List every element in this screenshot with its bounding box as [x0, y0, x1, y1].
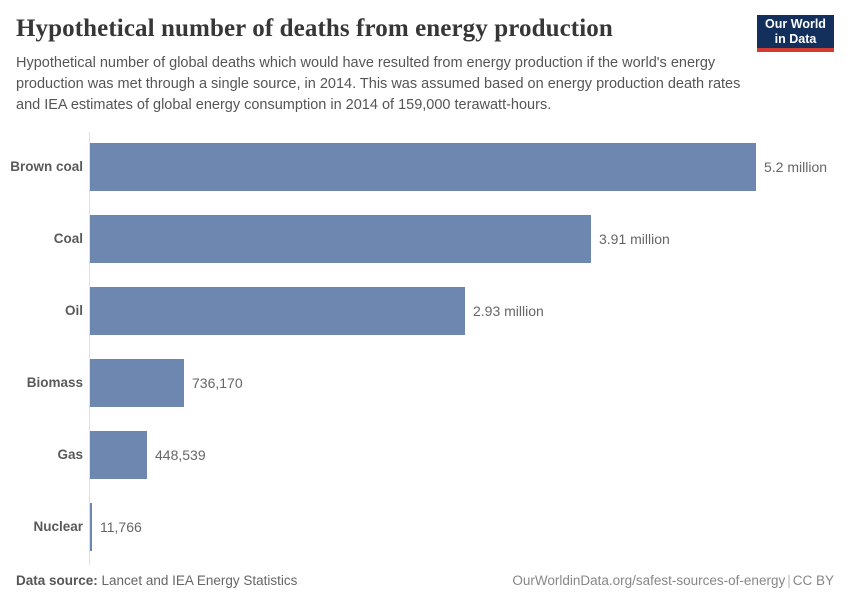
- bar-row: Coal 3.91 million: [54, 214, 834, 263]
- chart-subtitle: Hypothetical number of global deaths whi…: [16, 55, 741, 113]
- owid-logo: Our World in Data: [757, 15, 834, 52]
- footer-url-link[interactable]: OurWorldinData.org/safest-sources-of-ene…: [512, 573, 786, 588]
- bar[interactable]: [90, 142, 756, 191]
- bar[interactable]: [90, 214, 591, 263]
- plot-area: Brown coal 5.2 million Coal 3.91 million…: [10, 131, 834, 565]
- category-label: Gas: [57, 447, 83, 463]
- bar-row: Nuclear 11,766: [33, 502, 834, 551]
- bar-row: Gas 448,539: [57, 430, 834, 479]
- logo-line2: in Data: [774, 31, 817, 46]
- category-label: Nuclear: [33, 519, 83, 535]
- bar-row: Biomass 736,170: [27, 358, 834, 407]
- bar[interactable]: [90, 358, 184, 407]
- category-label: Oil: [64, 303, 83, 319]
- value-label: 2.93 million: [473, 302, 544, 319]
- bar-row: Oil 2.93 million: [65, 286, 834, 335]
- page-title: Hypothetical number of deaths from energ…: [16, 15, 613, 42]
- data-source: Data source: Lancet and IEA Energy Stati…: [16, 573, 297, 588]
- footer-right: OurWorldinData.org/safest-sources-of-ene…: [512, 573, 834, 588]
- value-label: 448,539: [155, 446, 206, 463]
- value-label: 736,170: [192, 374, 243, 391]
- footer: Data source: Lancet and IEA Energy Stati…: [16, 565, 834, 588]
- value-label: 3.91 million: [599, 230, 670, 247]
- bar[interactable]: [90, 286, 465, 335]
- data-source-value: Lancet and IEA Energy Statistics: [97, 573, 298, 588]
- logo-line1: Our World: [765, 16, 826, 31]
- bar[interactable]: [90, 430, 147, 479]
- header: Hypothetical number of deaths from energ…: [16, 10, 834, 116]
- license-label: CC BY: [792, 573, 834, 588]
- category-label: Coal: [53, 231, 83, 247]
- header-text: Hypothetical number of deaths from energ…: [16, 10, 754, 116]
- bar[interactable]: [90, 502, 92, 551]
- category-label: Biomass: [26, 375, 83, 391]
- footer-divider: |: [787, 573, 791, 588]
- value-label: 11,766: [100, 518, 142, 535]
- category-label: Brown coal: [10, 159, 83, 175]
- data-source-label: Data source:: [16, 573, 98, 588]
- value-label: 5.2 million: [764, 158, 828, 175]
- bar-row: Brown coal 5.2 million: [10, 142, 834, 191]
